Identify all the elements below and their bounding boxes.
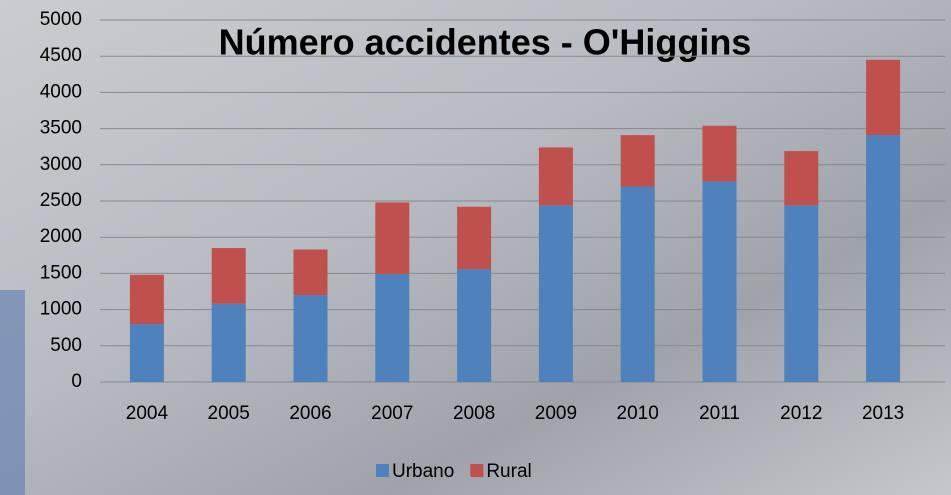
x-tick-label: 2009: [535, 403, 577, 424]
bar-segment: [866, 59, 901, 136]
legend-label: Rural: [486, 461, 531, 482]
bar-segment: [784, 205, 819, 382]
x-tick-label: 2010: [617, 403, 659, 424]
bar-segment: [620, 135, 655, 187]
x-tick-label: 2005: [208, 403, 250, 424]
y-tick-label: 2000: [40, 226, 82, 247]
y-tick-label: 3000: [40, 154, 82, 175]
x-tick-label: 2012: [780, 403, 822, 424]
bar-segment: [457, 269, 492, 382]
bar-segment: [457, 206, 492, 270]
y-tick-label: 5000: [40, 9, 82, 30]
bar-segment: [538, 147, 573, 206]
bar-segment: [293, 295, 328, 382]
y-tick-label: 3500: [40, 118, 82, 139]
bar-segment: [702, 181, 737, 382]
x-tick-label: 2004: [126, 403, 169, 424]
x-tick-label: 2008: [453, 403, 495, 424]
x-tick-label: 2006: [289, 403, 331, 424]
bar-segment: [375, 274, 410, 382]
bar-segment: [375, 202, 410, 275]
y-tick-label: 500: [50, 335, 82, 356]
x-tick-label: 2013: [862, 403, 904, 424]
legend-label: Urbano: [392, 461, 454, 482]
y-tick-label: 0: [71, 371, 82, 392]
legend-swatch: [376, 464, 389, 477]
y-tick-label: 1500: [40, 262, 82, 283]
y-tick-label: 1000: [40, 299, 82, 320]
y-tick-label: 4500: [40, 45, 82, 66]
bar-segment: [702, 125, 737, 182]
legend-swatch: [470, 464, 484, 477]
bar-segment: [866, 135, 901, 382]
bar-segment: [293, 249, 328, 296]
x-tick-label: 2007: [371, 403, 413, 424]
x-tick-label: 2011: [699, 403, 740, 424]
bar-segment: [211, 248, 246, 304]
y-tick-label: 2500: [40, 190, 82, 211]
bar-segment: [620, 186, 655, 382]
chart-title: Número accidentes - O'Higgins: [219, 22, 752, 63]
bar-segment: [784, 151, 819, 206]
bar-segment: [538, 205, 573, 382]
bar-segment: [129, 274, 164, 325]
bar-segment: [129, 324, 164, 382]
background-detail: [0, 290, 25, 495]
y-tick-label: 4000: [40, 81, 82, 102]
bar-segment: [211, 303, 246, 382]
